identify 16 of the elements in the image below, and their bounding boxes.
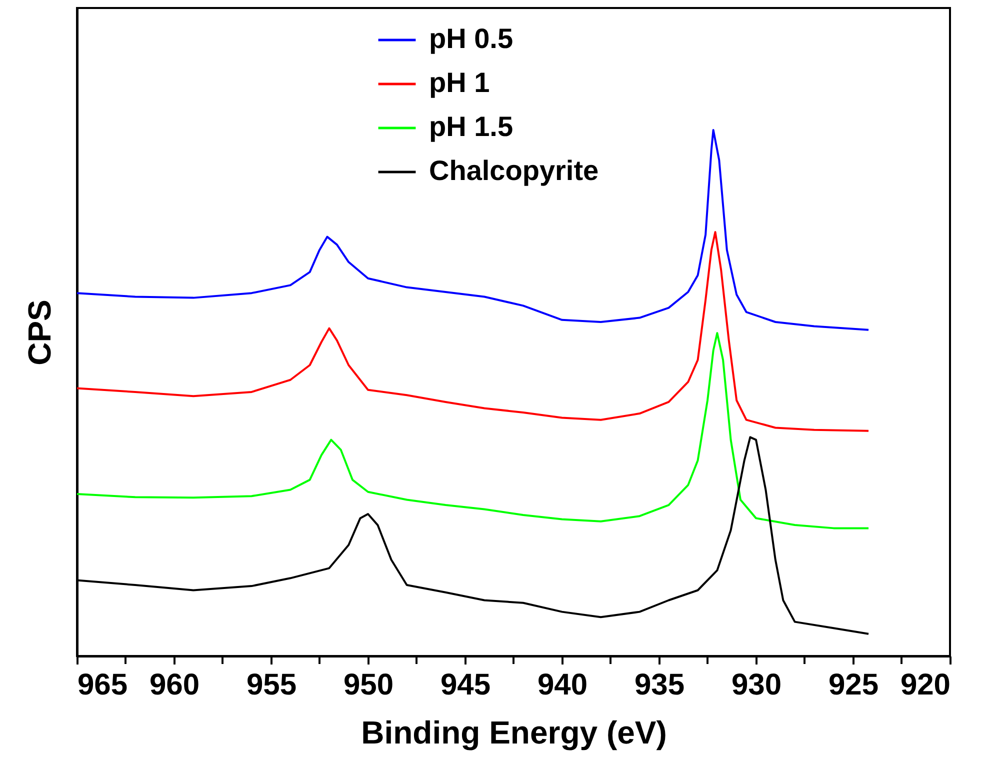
legend-label: pH 0.5 xyxy=(429,23,514,54)
legend-label: Chalcopyrite xyxy=(429,155,599,186)
x-tick-label: 920 xyxy=(900,668,950,702)
legend-label: pH 1.5 xyxy=(429,111,514,142)
x-tick-label: 950 xyxy=(343,668,394,702)
legend-label: pH 1 xyxy=(429,67,490,98)
x-tick-label: 925 xyxy=(828,668,879,702)
y-axis-title: CPS xyxy=(22,300,58,366)
x-axis-title: Binding Energy (eV) xyxy=(361,714,667,750)
x-tick-label: 935 xyxy=(634,668,685,702)
x-tick-label: 945 xyxy=(440,668,491,702)
x-tick-label: 940 xyxy=(537,668,588,702)
x-tick-label: 965 xyxy=(78,668,128,702)
x-tick-label: 930 xyxy=(731,668,782,702)
x-tick-label: 960 xyxy=(149,668,200,702)
x-tick-label: 955 xyxy=(246,668,297,702)
